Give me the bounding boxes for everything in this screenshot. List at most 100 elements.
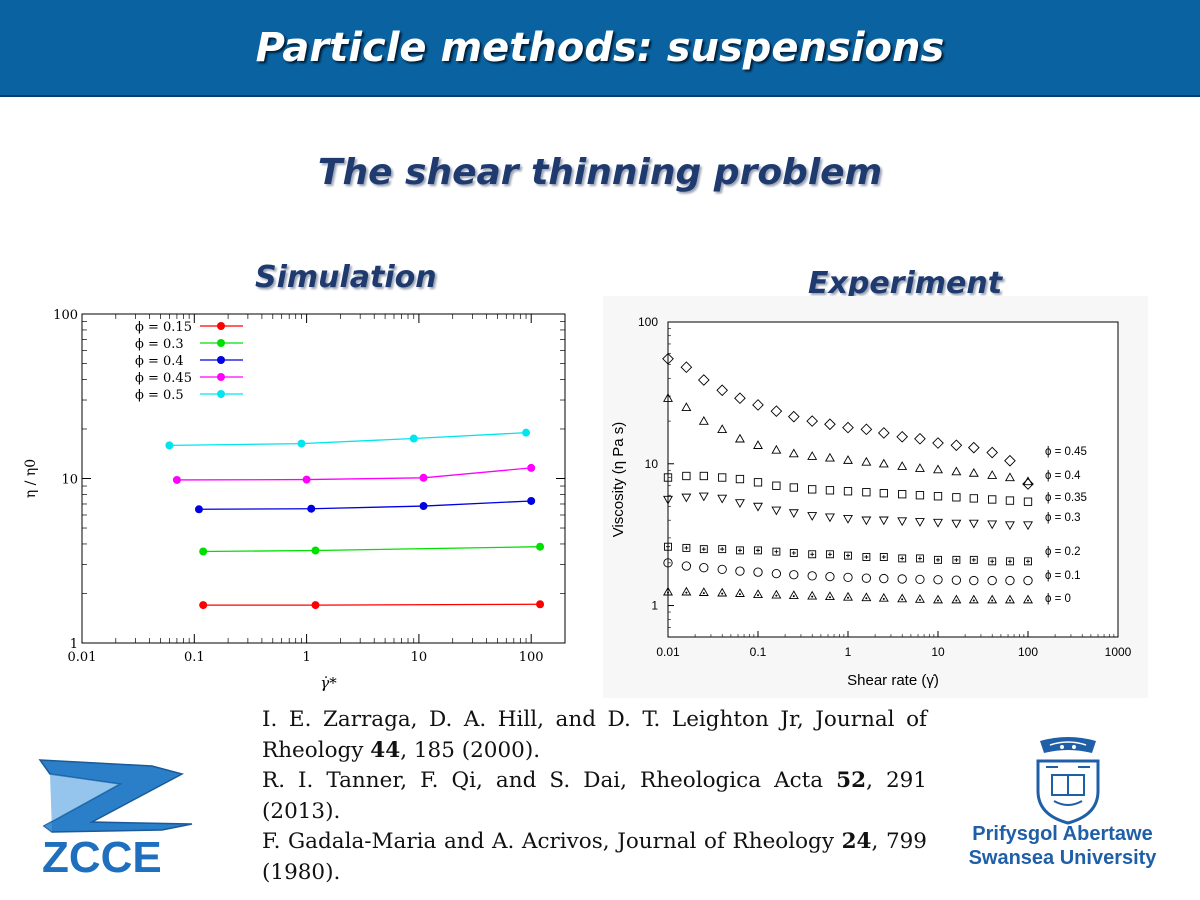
data-point [409,434,418,443]
marker-triangle [1004,594,1015,604]
data-point-triangle [753,440,763,449]
marker-dot [738,593,741,596]
data-point-triangle [824,452,835,462]
data-point-diamond [1004,454,1016,467]
marker-plus [1026,559,1030,564]
data-point-triangle [807,451,818,460]
data-point-boxed-plus [969,555,978,564]
data-point-triangle-dot [663,586,673,596]
x-axis-label: γ̇* [320,674,337,692]
data-point [522,428,531,437]
series-label: ϕ = 0 [1045,593,1071,605]
marker-dot [702,592,705,595]
slide-title: Particle methods: suspensions [255,25,945,71]
data-point-diamond [770,405,783,418]
data-point-triangle [987,470,998,479]
marker-plus [756,548,760,553]
data-point-triangle [861,456,872,466]
data-point [419,502,428,511]
data-point-diamond [752,399,764,411]
y-tick-label: 10 [61,473,78,488]
data-point-boxed-plus [862,553,871,561]
data-point-triangle-dot [807,590,818,600]
marker-plus [810,552,815,557]
series-group [663,586,1033,604]
data-point-boxed-plus [682,543,691,552]
reference-2: R. I. Tanner, F. Qi, and S. Dai, Rheolog… [262,768,927,824]
data-point-boxed-plus [879,553,888,561]
experiment-heading: Experiment [808,266,1003,301]
series-label: ϕ = 0.45 [1045,446,1087,458]
marker-triangle [681,586,692,596]
data-point-diamond [734,392,746,405]
y-tick-label: 10 [645,457,659,471]
series-label: ϕ = 0.3 [1045,512,1081,524]
marker-plus [827,552,832,557]
data-point-diamond [986,446,999,459]
data-point-diamond [932,437,944,449]
marker-box [682,543,691,552]
data-point [311,546,320,555]
data-point-circle [987,575,997,586]
experiment-chart: 0.01 0.1 1 10 100 1000 1 10 100 Shear rate (γ̇) Vi… [603,296,1148,698]
data-point-circle [861,573,872,583]
data-point-triangle-dot [734,588,745,597]
marker-dot [991,599,994,602]
marker-triangle [861,592,872,602]
marker-dot [685,591,688,594]
marker-plus [774,549,779,554]
marker-box [718,545,727,554]
data-point-diamond [1022,478,1034,490]
data-point-boxed-plus [934,555,942,564]
marker-plus [990,559,995,564]
data-point-triangle [717,424,728,433]
marker-plus [737,548,742,553]
plot-frame [667,321,1119,638]
x-tick-label: 0.01 [68,650,97,665]
data-point-triangle-down [1023,521,1033,531]
marker-box [952,555,961,564]
zcce-text: ZCCE [42,833,162,882]
data-point-triangle-dot [788,590,799,600]
marker-dot [882,597,885,600]
data-point-square [772,481,781,490]
data-point-circle [807,571,817,581]
data-point-triangle-dot [717,587,728,597]
legend-marker [217,356,225,364]
data-point-triangle-dot [681,586,692,596]
slide-subtitle: The shear thinning problem [317,152,883,193]
data-point [302,475,311,484]
series-label: ϕ = 0.35 [1045,492,1087,504]
data-point-triangle-dot [987,594,998,604]
data-point [527,496,536,505]
y-tick-label: 1 [70,637,78,652]
data-point-boxed-plus [825,550,834,559]
data-point-triangle [788,448,799,458]
marker-box [789,548,798,557]
marker-box [879,553,888,561]
y-axis-label: η / η0 [23,459,39,498]
marker-plus [917,556,922,561]
data-point-square [988,495,997,504]
data-point-triangle-down [1004,521,1015,531]
marker-triangle [788,590,799,600]
marker-triangle [878,592,889,602]
data-point-square [933,492,943,501]
swansea-crest-logo [1036,737,1100,825]
x-tick-label: 1 [302,650,310,665]
marker-dot [901,598,904,601]
data-point-square [718,473,727,482]
legend-label: ϕ = 0.4 [135,354,184,369]
data-point-square [663,473,673,482]
data-point-diamond [950,439,963,452]
data-point [307,504,316,513]
marker-dot [811,595,814,598]
data-point-circle [1023,575,1033,586]
series-line [176,467,532,481]
marker-dot [667,591,669,594]
legend-marker [217,390,225,398]
data-point-circle [735,566,745,576]
data-point-triangle-dot [843,591,853,601]
legend-marker [217,322,225,330]
marker-triangle [968,594,979,604]
